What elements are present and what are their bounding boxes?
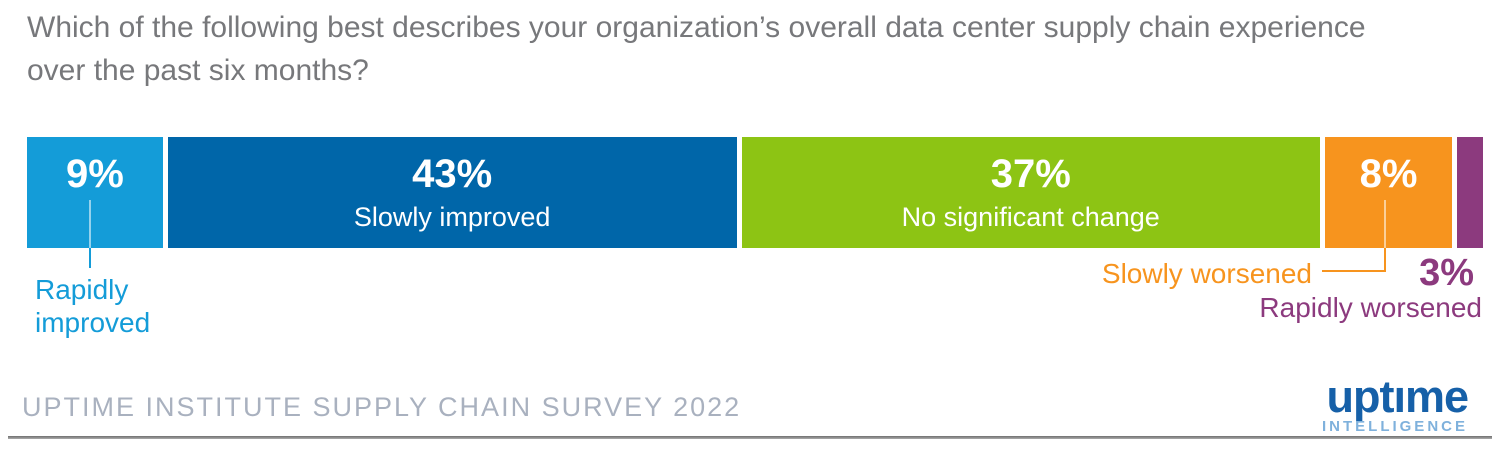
uptime-intelligence-logo: uptıme INTELLIGENCE [1321, 371, 1469, 435]
bar-segment-slowly-improved: 43% Slowly improved [167, 137, 737, 248]
segment-value: 9% [65, 152, 124, 196]
page-title: Which of the following best describes yo… [27, 11, 1366, 87]
segment-value: 43% [412, 152, 493, 196]
logo-wordmark: uptıme [1326, 371, 1469, 422]
bottom-divider-rule [8, 436, 1492, 439]
stacked-bar-chart: 9% 43% Slowly improved 37% No significan… [27, 137, 1483, 248]
slowly-worsened-leader-line [1384, 248, 1386, 272]
segment-label: No significant change [901, 202, 1160, 232]
bar-segment-rapidly-worsened [1457, 137, 1483, 248]
bar-segment-rapidly-improved: 9% [27, 137, 163, 248]
segment-value: 8% [1359, 152, 1418, 196]
callout-label-rapidly-worsened: Rapidly worsened [1259, 292, 1482, 323]
segment-label: Slowly improved [353, 202, 551, 232]
segment-value: 37% [990, 152, 1071, 196]
bar-segment-no-significant-change: 37% No significant change [741, 137, 1320, 248]
slowly-worsened-leader-line-horizontal [1322, 270, 1386, 272]
callout-value-rapidly-worsened: 3% [1419, 252, 1474, 294]
source-caption: UPTIME INSTITUTE SUPPLY CHAIN SURVEY 202… [22, 392, 742, 422]
bar-segment-slowly-worsened: 8% [1324, 137, 1453, 248]
callout-label-slowly-worsened: Slowly worsened [1101, 258, 1312, 289]
rapidly-improved-leader-line [89, 248, 91, 268]
slowly-worsened-leader-line-inner [1384, 200, 1386, 248]
logo-subbrand: INTELLIGENCE [1321, 418, 1468, 435]
rapidly-improved-leader-line-inner [89, 200, 91, 248]
callout-label-rapidly-improved: Rapidly improved [35, 274, 151, 338]
